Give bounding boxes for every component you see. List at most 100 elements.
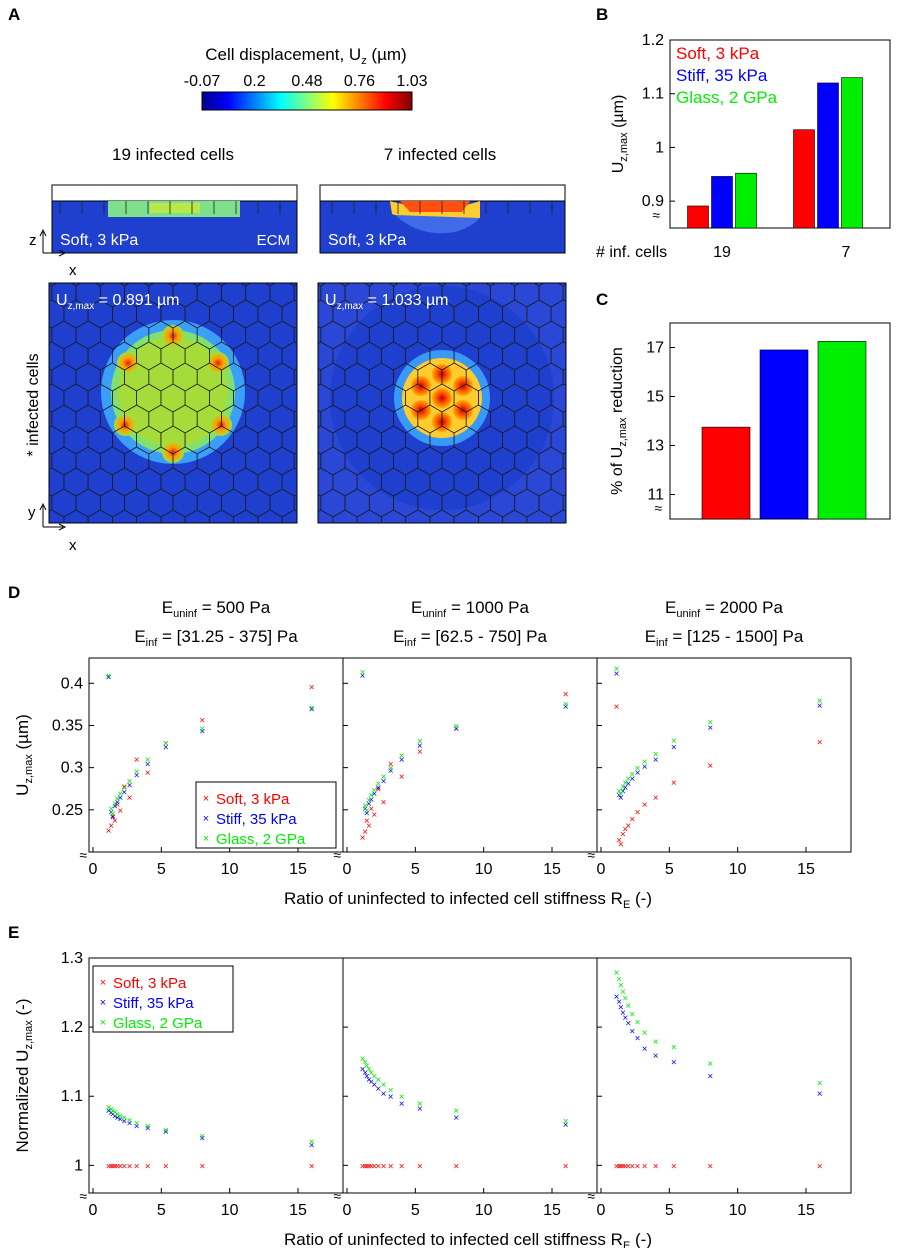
y-tick-label: 1.1 xyxy=(642,86,664,103)
data-point: × xyxy=(620,987,626,998)
data-point: × xyxy=(653,749,659,760)
cell xyxy=(0,468,15,496)
data-point: × xyxy=(614,992,620,1003)
data-point: × xyxy=(368,795,374,806)
data-point: × xyxy=(399,751,405,762)
data-point: × xyxy=(108,808,114,819)
data-point: × xyxy=(616,1161,622,1172)
heat-hotspot xyxy=(210,414,232,436)
y-tick-label: 17 xyxy=(646,340,664,357)
data-point: × xyxy=(563,1116,569,1127)
data-point: × xyxy=(614,664,620,675)
data-point: × xyxy=(817,696,823,707)
cell xyxy=(355,552,379,580)
axis-y-label: y xyxy=(28,504,36,521)
data-point: × xyxy=(817,1161,823,1172)
data-point: × xyxy=(417,1104,423,1115)
cell xyxy=(76,531,100,559)
x-tick-label: 0 xyxy=(89,1202,98,1219)
right-title: 7 infected cells xyxy=(384,145,496,164)
cell xyxy=(562,325,566,345)
cell xyxy=(333,552,357,580)
legend-entry: Soft, 3 kPa xyxy=(216,791,290,808)
data-point: × xyxy=(563,1161,569,1172)
data-point: × xyxy=(671,1042,677,1053)
data-point: × xyxy=(362,1058,368,1069)
colorbar-tick: 0.2 xyxy=(243,73,265,90)
data-point: × xyxy=(620,829,626,840)
cell xyxy=(624,342,648,370)
cell xyxy=(0,237,3,265)
cell xyxy=(3,447,27,475)
cell xyxy=(160,509,186,523)
cell xyxy=(624,258,648,286)
cell xyxy=(588,321,612,349)
heat-hotspot xyxy=(114,414,136,436)
data-point: × xyxy=(614,702,620,713)
data-point: × xyxy=(642,762,648,773)
data-point: × xyxy=(707,1059,713,1070)
data-point: × xyxy=(388,759,394,770)
cell xyxy=(0,447,3,475)
colorbar-ticks: -0.07 0.2 0.48 0.76 1.03 xyxy=(184,73,428,90)
cell xyxy=(318,509,334,523)
x-tick-label: 15 xyxy=(797,1202,815,1219)
x-tick-label: 0 xyxy=(343,861,352,878)
data-point: × xyxy=(635,1018,641,1029)
legend: × Soft, 3 kPa × Stiff, 35 kPa × Glass, 2 GPa xyxy=(195,781,337,849)
cell xyxy=(575,552,599,580)
data-point: × xyxy=(622,783,628,794)
cell xyxy=(293,283,297,303)
data-point: × xyxy=(145,1121,151,1132)
data-point: × xyxy=(563,700,569,711)
data-point: × xyxy=(399,1092,405,1103)
data-point: × xyxy=(121,1116,127,1127)
data-point: × xyxy=(106,673,112,684)
left-umax: Uz,max = 0.891 µm xyxy=(56,292,180,312)
data-point: × xyxy=(453,724,459,735)
data-point: × xyxy=(620,786,626,797)
cell xyxy=(233,509,259,523)
data-point: × xyxy=(707,723,713,734)
data-point: × xyxy=(620,1161,626,1172)
data-point: × xyxy=(362,1068,368,1079)
chart-d: 0 5 10 15≈0.250.30.350.4×××××××××××××××××××… xyxy=(13,657,852,911)
x-category-label: 7 xyxy=(842,244,851,261)
data-point: × xyxy=(399,772,405,783)
data-point: × xyxy=(364,1161,370,1172)
right-top-view: Uz,max = 1.033 µm xyxy=(284,258,660,580)
bar xyxy=(759,349,809,520)
data-point: × xyxy=(614,1161,620,1172)
data-point: × xyxy=(399,1099,405,1110)
cell xyxy=(345,531,369,559)
data-point: × xyxy=(622,1161,628,1172)
data-point: × xyxy=(112,1112,118,1123)
cell xyxy=(3,363,27,391)
cell xyxy=(306,552,330,580)
colorbar-tick: 0.76 xyxy=(344,73,375,90)
data-point: × xyxy=(618,793,624,804)
data-point: × xyxy=(381,1161,387,1172)
cell xyxy=(318,451,322,471)
data-point: × xyxy=(625,1161,631,1172)
data-point: × xyxy=(127,781,133,792)
data-point: × xyxy=(134,1161,140,1172)
cell xyxy=(87,509,113,523)
data-point: × xyxy=(114,1113,120,1124)
cell xyxy=(321,531,345,559)
colorbar-tick: -0.07 xyxy=(184,73,221,90)
cell xyxy=(191,283,204,287)
cell xyxy=(636,363,660,391)
data-point: × xyxy=(618,789,624,800)
data-point: × xyxy=(371,1072,377,1083)
legend-entry: Glass, 2 GPa xyxy=(216,831,306,848)
cell xyxy=(137,552,161,580)
heat-hotspot xyxy=(117,352,139,374)
heat-hotspot xyxy=(162,441,184,463)
cell xyxy=(284,258,308,286)
cell xyxy=(318,493,322,513)
panel-label-a: A xyxy=(8,5,20,24)
cell xyxy=(264,283,276,287)
legend-entry: Stiff, 35 kPa xyxy=(676,66,768,85)
data-point: × xyxy=(388,1085,394,1096)
